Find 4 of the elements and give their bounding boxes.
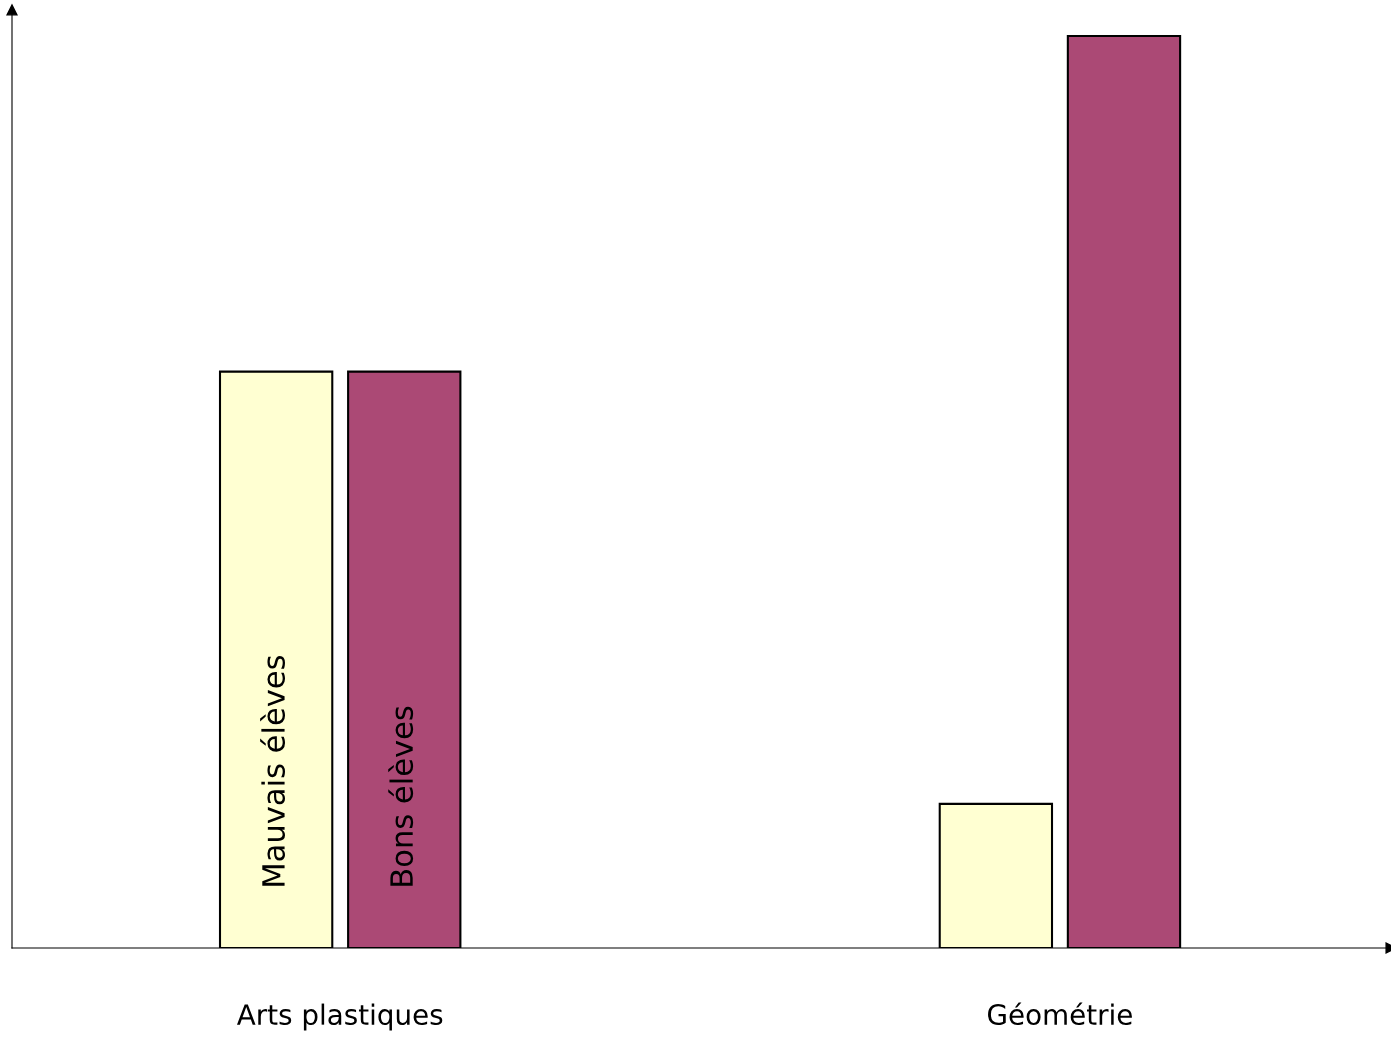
- x-tick-label: Arts plastiques: [236, 1003, 443, 1031]
- x-tick-label: Géométrie: [988, 1002, 1132, 1026]
- series-label: Mauvais élèves: [260, 655, 286, 886]
- series-label: Bons élèves: [388, 706, 414, 886]
